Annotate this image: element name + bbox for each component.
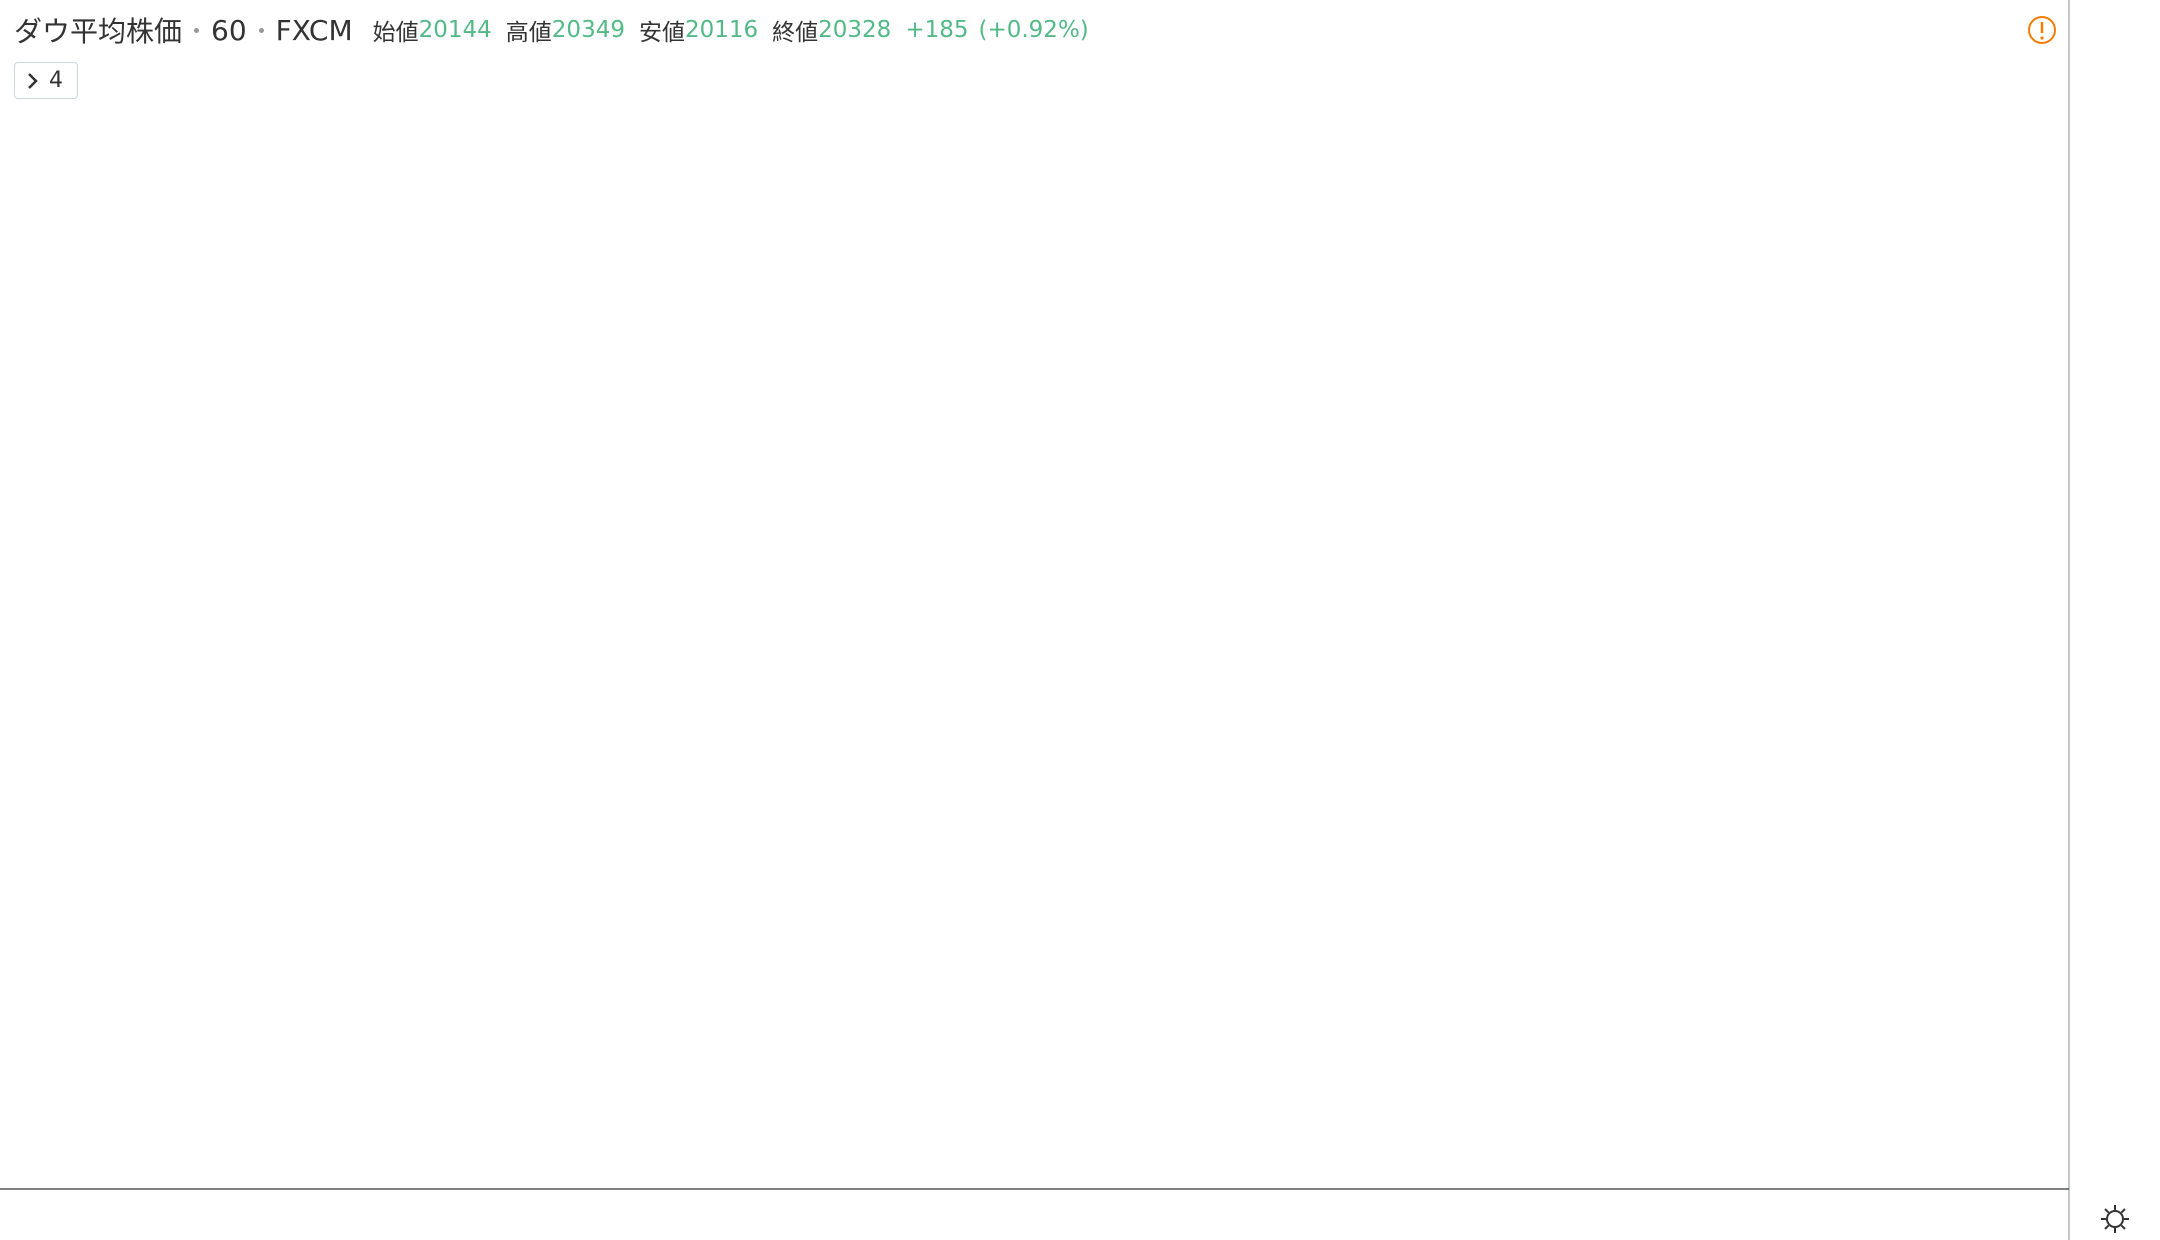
low-value: 20116: [684, 17, 759, 43]
indicator-toggle[interactable]: 4: [14, 62, 78, 99]
settings-icon[interactable]: [2101, 1205, 2129, 1233]
open-value: 20144: [418, 17, 492, 43]
legend-bar: ダウ平均株価 60 FXCM 始値 20144 高値 20349 安値 20116 終…: [14, 10, 1089, 50]
chevron-icon: [28, 72, 38, 89]
indicator-count: 4: [49, 68, 63, 93]
interval[interactable]: 60: [211, 13, 247, 47]
warning-icon[interactable]: [2028, 16, 2056, 44]
separator: [258, 27, 264, 33]
change: +185: [905, 17, 969, 43]
separator: [194, 27, 200, 33]
high-label: 高値: [505, 20, 552, 46]
symbol-title: ダウ平均株価: [14, 15, 183, 48]
open-label: 始値: [372, 20, 419, 46]
change-percent: (+0.92%): [978, 17, 1089, 43]
low-label: 安値: [638, 20, 685, 46]
high-value: 20349: [551, 17, 625, 43]
source: FXCM: [275, 13, 353, 47]
close-label: 終値: [772, 20, 819, 46]
close-value: 20328: [818, 17, 892, 43]
